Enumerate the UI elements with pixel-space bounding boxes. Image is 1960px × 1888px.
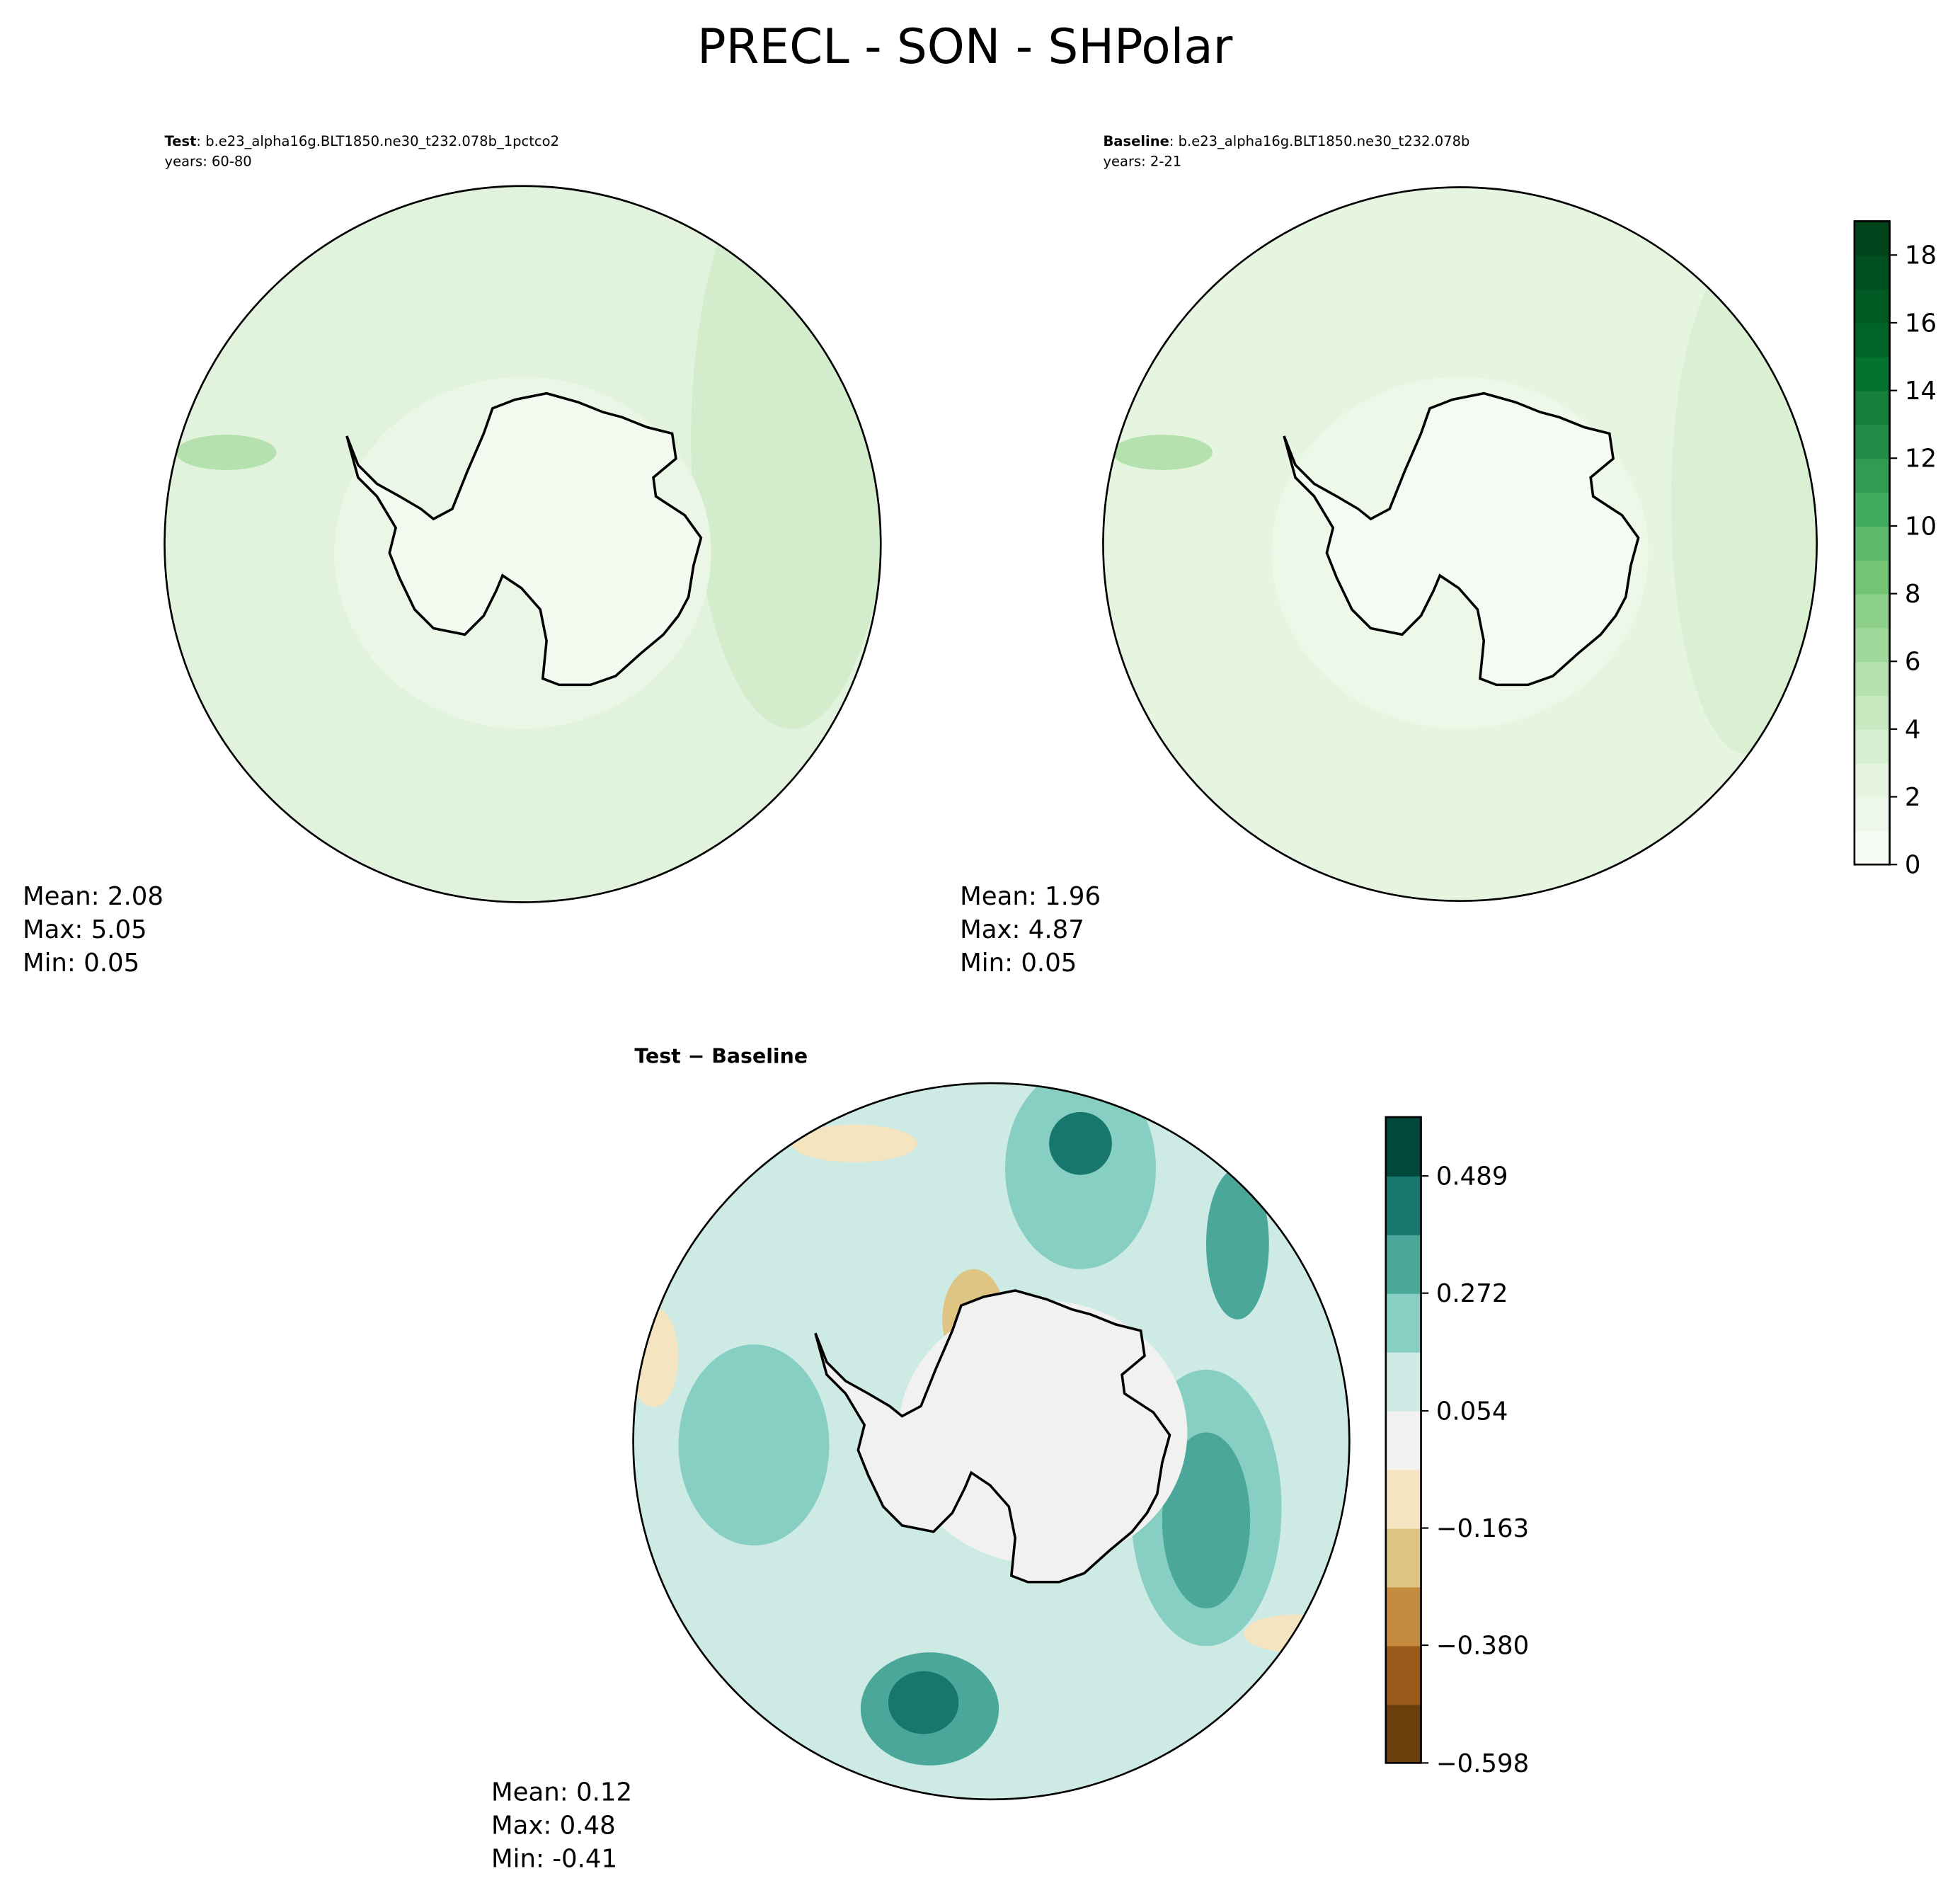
- colorbar-tick-label: 12: [1905, 445, 1937, 474]
- colorbar-tick-label: 2: [1905, 783, 1921, 812]
- colorbar-band: [1854, 796, 1890, 832]
- colorbar-tick-label: 6: [1905, 648, 1921, 677]
- panel-title: : b.e23_alpha16g.BLT1850.ne30_t232.078b_…: [196, 133, 559, 149]
- stat-text: Min: 0.05: [960, 949, 1077, 978]
- colorbar-tick-label: 18: [1905, 241, 1937, 270]
- colorbar-tick-label: 0.054: [1436, 1397, 1508, 1426]
- colorbar-band: [1854, 593, 1890, 629]
- map-field: [633, 1083, 1350, 1800]
- colorbar-band: [1385, 1175, 1421, 1235]
- panel-header: Test − Baseline: [634, 1045, 808, 1068]
- colorbar-band: [1385, 1704, 1421, 1764]
- panel-label: Baseline: [1103, 133, 1169, 149]
- colorbar-tick-label: 0.272: [1436, 1279, 1508, 1308]
- colorbar-tick-label: 14: [1905, 377, 1937, 406]
- colorbar-band: [1385, 1293, 1421, 1353]
- colorbar-tick-label: 10: [1905, 512, 1937, 541]
- panel-label: Test: [165, 133, 197, 149]
- colorbar-band: [1854, 627, 1890, 663]
- colorbar-band: [1854, 458, 1890, 493]
- stat-text: Max: 0.48: [491, 1812, 616, 1841]
- colorbar-tick-label: −0.163: [1436, 1514, 1529, 1543]
- colorbar-tick-label: 0: [1905, 851, 1921, 880]
- colorbar-tick-label: 0.489: [1436, 1162, 1508, 1191]
- colorbar-band: [1854, 661, 1890, 696]
- colorbar-band: [1854, 221, 1890, 256]
- colorbar-frame: [1385, 1116, 1422, 1764]
- figure-title: PRECL - SON - SHPolar: [697, 18, 1233, 74]
- colorbar-band: [1854, 559, 1890, 595]
- stat-text: Max: 4.87: [960, 915, 1084, 944]
- colorbar-band: [1385, 1351, 1421, 1412]
- stat-text: Mean: 2.08: [23, 882, 164, 911]
- colorbar-frame: [1853, 220, 1891, 866]
- colorbar-band: [1854, 762, 1890, 798]
- map-field: [1103, 187, 1817, 901]
- colorbar-tick-label: −0.380: [1436, 1631, 1529, 1660]
- colorbar-band: [1854, 322, 1890, 357]
- colorbar-band: [1385, 1528, 1421, 1588]
- colorbar-tick-label: 4: [1905, 715, 1921, 744]
- stat-text: Mean: 0.12: [491, 1778, 632, 1807]
- colorbar-band: [1854, 525, 1890, 561]
- stat-text: Mean: 1.96: [960, 882, 1101, 911]
- colorbar-band: [1385, 1410, 1421, 1470]
- panel-header: Baseline: b.e23_alpha16g.BLT1850.ne30_t2…: [1103, 133, 1469, 149]
- panel-header: Test: b.e23_alpha16g.BLT1850.ne30_t232.0…: [165, 133, 560, 149]
- panel-subtitle: years: 2-21: [1103, 153, 1181, 169]
- colorbar-band: [1854, 424, 1890, 459]
- colorbar-band: [1854, 255, 1890, 290]
- colorbar-band: [1854, 390, 1890, 425]
- panel-title: Test − Baseline: [634, 1045, 808, 1068]
- panel-title: : b.e23_alpha16g.BLT1850.ne30_t232.078b: [1169, 133, 1470, 149]
- colorbar-band: [1385, 1234, 1421, 1294]
- colorbar-band: [1385, 1645, 1421, 1705]
- colorbar-band: [1385, 1117, 1421, 1177]
- stat-text: Min: 0.05: [23, 949, 139, 978]
- colorbar-tick-label: 8: [1905, 580, 1921, 609]
- colorbar-band: [1854, 728, 1890, 764]
- colorbar-band: [1385, 1469, 1421, 1529]
- map-field: [164, 185, 881, 903]
- colorbar-band: [1854, 356, 1890, 391]
- panel-subtitle: years: 60-80: [165, 153, 252, 169]
- colorbar-band: [1854, 492, 1890, 527]
- colorbar-band: [1385, 1586, 1421, 1647]
- stat-text: Min: -0.41: [491, 1845, 617, 1874]
- map-border: [632, 1082, 1351, 1801]
- map-border: [1102, 186, 1818, 903]
- colorbar-tick-label: −0.598: [1436, 1749, 1529, 1778]
- colorbar-band: [1854, 289, 1890, 324]
- colorbar-band: [1854, 695, 1890, 730]
- stat-text: Max: 5.05: [23, 915, 147, 944]
- map-border: [164, 185, 882, 903]
- colorbar-band: [1854, 830, 1890, 866]
- colorbar-tick-label: 16: [1905, 309, 1937, 338]
